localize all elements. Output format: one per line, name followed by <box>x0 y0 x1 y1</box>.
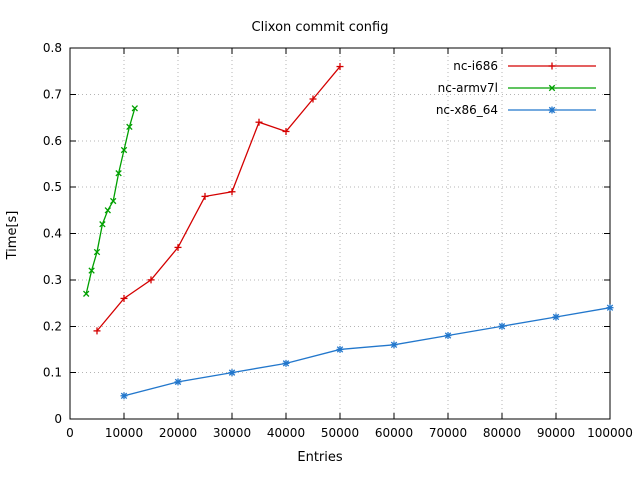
y-tick-label: 0.2 <box>43 319 62 333</box>
y-tick-label: 0.4 <box>43 227 62 241</box>
y-tick-label: 0.1 <box>43 366 62 380</box>
x-tick-label: 30000 <box>213 426 251 440</box>
y-tick-label: 0 <box>54 412 62 426</box>
y-tick-label: 0.5 <box>43 180 62 194</box>
y-axis-label: Time[s] <box>5 211 20 261</box>
series-line-nc-armv7l <box>85 108 136 294</box>
data-point-marker-star <box>606 304 614 312</box>
data-point-marker-cross <box>93 248 101 256</box>
x-tick-label: 10000 <box>105 426 143 440</box>
x-tick-label: 100000 <box>587 426 633 440</box>
data-point-marker-cross <box>99 221 106 228</box>
data-point-marker-plus <box>120 294 128 302</box>
legend-label-nc-i686: nc-i686 <box>453 59 498 73</box>
series-line-nc-i686 <box>96 66 341 332</box>
data-point-marker-star <box>228 369 236 377</box>
data-point-marker-plus <box>93 327 101 335</box>
y-tick-label: 0.8 <box>43 41 62 55</box>
x-tick-label: 0 <box>66 426 74 440</box>
x-tick-label: 40000 <box>267 426 305 440</box>
legend-label-nc-armv7l: nc-armv7l <box>438 81 498 95</box>
data-point-marker-star <box>282 359 290 367</box>
chart-title: Clixon commit config <box>252 20 389 35</box>
data-point-marker-cross <box>83 290 90 297</box>
data-point-marker-cross <box>120 146 128 154</box>
data-point-marker-star <box>552 313 560 321</box>
series-line-nc-x86_64 <box>123 307 611 397</box>
data-point-marker-cross <box>88 267 95 274</box>
x-axis-label: Entries <box>297 450 343 465</box>
data-point-marker-star <box>336 345 344 353</box>
data-point-marker-cross <box>126 123 133 131</box>
data-point-marker-cross <box>131 105 138 112</box>
data-point-marker-plus <box>336 63 344 71</box>
x-tick-label: 20000 <box>159 426 197 440</box>
data-point-marker-plus <box>147 276 155 284</box>
legend-label-nc-x86_64: nc-x86_64 <box>436 103 498 117</box>
data-point-marker-star <box>120 392 128 400</box>
data-point-marker-cross <box>115 170 122 177</box>
data-point-marker-plus <box>548 62 556 70</box>
plot-area: 0 10000 20000 30000 40000 50000 60000 70000 8000… <box>43 41 633 440</box>
x-tick-label: 70000 <box>429 426 467 440</box>
y-tick-label: 0.3 <box>43 273 62 287</box>
data-point-marker-cross <box>548 84 556 92</box>
y-tick-label: 0.6 <box>43 134 62 148</box>
data-point-marker-star <box>174 378 182 386</box>
data-point-marker-plus <box>228 188 236 196</box>
data-point-marker-cross <box>110 197 117 205</box>
data-point-marker-star <box>498 322 506 330</box>
data-point-marker-star <box>390 341 398 349</box>
data-point-marker-plus <box>309 95 317 103</box>
x-tick-label: 80000 <box>483 426 521 440</box>
data-point-marker-star <box>548 106 556 114</box>
data-point-marker-plus <box>201 192 209 200</box>
x-tick-label: 90000 <box>537 426 575 440</box>
legend: nc-i686 nc-armv7l nc-x86_64 <box>436 59 596 117</box>
data-point-marker-cross <box>104 207 111 214</box>
data-point-marker-star <box>444 332 452 340</box>
data-point-marker-plus <box>174 243 182 251</box>
data-point-marker-plus <box>255 118 263 126</box>
y-tick-label: 0.7 <box>43 87 62 101</box>
x-tick-label: 60000 <box>375 426 413 440</box>
x-tick-label: 50000 <box>321 426 359 440</box>
data-point-marker-plus <box>282 127 290 135</box>
